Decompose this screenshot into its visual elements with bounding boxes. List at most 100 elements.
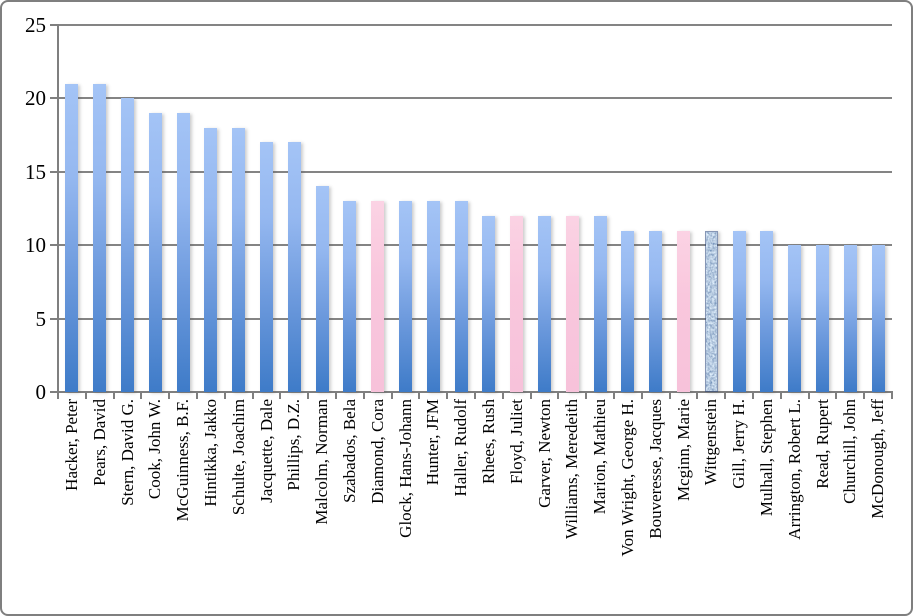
bar — [93, 83, 107, 392]
x-axis-label: Mcginn, Marie — [673, 399, 693, 501]
x-axis-tick — [779, 392, 782, 399]
x-axis-tick — [585, 392, 588, 399]
y-gridline — [58, 24, 892, 26]
y-axis-label: 5 — [35, 306, 47, 331]
bar — [315, 186, 329, 392]
x-axis-label: Bouveresse, Jacques — [645, 399, 665, 539]
x-axis-label: Pears, David — [89, 399, 109, 486]
x-axis-tick — [196, 392, 198, 399]
y-axis-tick — [50, 170, 59, 173]
x-axis-label: Garver, Newton — [534, 399, 554, 508]
x-axis-label: Von Wright, George H. — [617, 399, 637, 557]
x-axis-tick — [724, 392, 727, 399]
x-axis-label: Marion, Mathieu — [590, 399, 610, 515]
bar — [816, 245, 829, 392]
y-axis-tick — [50, 97, 59, 100]
x-axis-tick — [529, 392, 532, 399]
y-axis-tick — [50, 391, 59, 393]
x-axis-tick — [251, 392, 254, 399]
x-axis-label: Phillips, D.Z. — [284, 399, 304, 491]
x-axis-label: Churchill, John — [840, 399, 860, 504]
x-axis-label: McDonough, Jeff — [868, 399, 888, 519]
x-axis-tick — [613, 392, 615, 399]
x-axis-tick — [57, 392, 59, 399]
x-axis-label: Schulte, Joachim — [228, 399, 248, 516]
bar — [371, 201, 385, 392]
y-axis-label: 15 — [25, 159, 46, 184]
bar — [704, 230, 718, 392]
y-axis-label: 25 — [25, 13, 46, 37]
bar — [565, 215, 579, 392]
x-axis-label: McGuinness, B.F. — [173, 399, 193, 522]
bar — [732, 230, 746, 392]
bar — [343, 201, 357, 392]
x-axis-label: Stern, David G. — [117, 399, 137, 506]
x-axis-label: Malcolm, Norman — [312, 399, 332, 525]
bar — [426, 201, 440, 392]
bar — [677, 230, 690, 392]
x-axis-label: Glock, Hans-Johann — [395, 399, 415, 538]
x-axis-label: Arrington, Robert L. — [784, 399, 804, 540]
bar — [176, 113, 190, 392]
x-axis-tick — [668, 392, 671, 399]
bar — [287, 142, 301, 392]
bar — [399, 201, 412, 392]
x-axis-label: Haller, Rudolf — [451, 399, 471, 497]
x-axis-tick — [891, 392, 893, 399]
x-axis-label: Williams, Meredeith — [562, 399, 582, 540]
bar — [232, 127, 246, 392]
y-axis-tick — [50, 317, 59, 320]
x-axis-tick — [446, 392, 449, 399]
y-axis-tick — [50, 24, 59, 26]
bar — [760, 230, 774, 392]
x-axis-tick — [696, 392, 699, 399]
bar — [788, 245, 802, 392]
x-axis-tick — [112, 392, 115, 399]
y-axis-label: 0 — [35, 380, 47, 404]
y-gridline — [58, 244, 892, 247]
x-axis-tick — [223, 392, 226, 399]
x-axis-label: Floyd, Juliet — [506, 399, 526, 485]
y-gridline — [58, 97, 892, 100]
x-axis-label: Hacker, Peter — [61, 399, 81, 491]
x-axis-label: Szabados, Bela — [339, 399, 359, 503]
y-axis-line — [57, 25, 59, 394]
x-axis-tick — [640, 392, 643, 399]
bar — [649, 230, 663, 392]
x-axis-tick — [390, 392, 393, 399]
x-axis-label: Hintikka, Jakko — [200, 399, 220, 507]
x-axis-tick — [307, 392, 310, 399]
bar — [454, 201, 468, 392]
x-axis-tick — [807, 392, 810, 399]
bar — [148, 113, 162, 392]
bar — [65, 83, 79, 392]
bar — [510, 215, 524, 392]
bar — [121, 98, 134, 392]
x-axis-tick — [279, 392, 282, 399]
x-axis-label: Cook, John W. — [145, 399, 165, 500]
x-axis-label: Read, Rupert — [812, 399, 832, 489]
x-axis-tick — [863, 392, 866, 399]
y-gridline — [58, 317, 892, 320]
x-axis-tick — [835, 392, 838, 399]
bar — [482, 215, 496, 392]
x-axis-tick — [168, 392, 171, 399]
x-axis-tick — [362, 392, 365, 399]
y-axis-label: 10 — [25, 233, 46, 258]
x-axis-label: Rhees, Rush — [478, 399, 498, 484]
x-axis-label: Wittgenstein — [701, 399, 721, 486]
bar — [538, 215, 551, 392]
y-axis-tick — [50, 244, 59, 247]
x-axis-tick — [474, 392, 476, 399]
x-axis-tick — [752, 392, 754, 399]
x-axis-label: Mulhall, Stephen — [756, 399, 776, 517]
x-axis-label: Jacquette, Dale — [256, 399, 276, 503]
x-axis-tick — [418, 392, 421, 399]
x-axis-tick — [140, 392, 143, 399]
bar — [621, 230, 635, 392]
y-gridline — [58, 170, 892, 173]
x-axis-tick — [84, 392, 87, 399]
bar — [843, 245, 857, 392]
x-axis-tick — [501, 392, 504, 399]
